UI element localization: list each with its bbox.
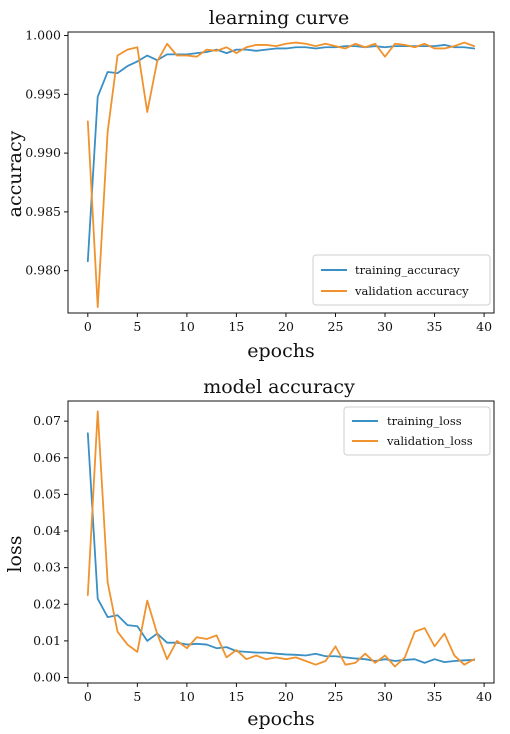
x-axis-label: epochs bbox=[247, 340, 314, 362]
x-tick-label: 10 bbox=[179, 319, 195, 334]
x-tick-label: 0 bbox=[84, 319, 92, 334]
series-lines bbox=[86, 41, 476, 309]
x-tick-label: 35 bbox=[427, 689, 443, 704]
series-line-training-loss bbox=[86, 432, 476, 664]
plot-frame bbox=[67, 31, 495, 314]
x-tick-label: 5 bbox=[133, 689, 141, 704]
legend: training_accuracy validation accuracy bbox=[312, 254, 491, 306]
y-tick-label: 0.990 bbox=[25, 145, 61, 160]
x-ticks: 0 5 10 15 20 25 30 35 40 bbox=[84, 683, 492, 704]
legend-label-training-loss: training_loss bbox=[387, 414, 462, 428]
x-tick-label: 30 bbox=[377, 689, 393, 704]
legend-box bbox=[312, 254, 491, 306]
y-tick-label: 0.05 bbox=[33, 486, 61, 501]
x-tick-label: 40 bbox=[476, 689, 492, 704]
x-tick-label: 25 bbox=[328, 689, 344, 704]
model-accuracy-chart: model accuracy epochs loss 0 5 10 15 20 25 30 3… bbox=[4, 376, 495, 730]
y-tick-label: 0.00 bbox=[33, 670, 61, 685]
y-tick-label: 0.06 bbox=[33, 450, 61, 465]
x-ticks: 0 5 10 15 20 25 30 35 40 bbox=[84, 313, 492, 334]
y-ticks: 0.00 0.01 0.02 0.03 0.04 0.05 0.06 0.07 bbox=[33, 413, 68, 685]
series-line-validation-loss bbox=[86, 410, 476, 668]
legend-label-training-accuracy: training_accuracy bbox=[355, 263, 460, 277]
y-tick-label: 0.02 bbox=[33, 596, 61, 611]
x-tick-label: 15 bbox=[228, 689, 244, 704]
y-axis-label: loss bbox=[4, 535, 26, 572]
x-tick-label: 35 bbox=[427, 319, 443, 334]
y-tick-label: 0.03 bbox=[33, 560, 61, 575]
learning-curve-chart: learning curve epochs accuracy 0 5 10 15 20 2… bbox=[4, 7, 495, 362]
y-tick-label: 0.01 bbox=[33, 633, 61, 648]
y-tick-label: 1.000 bbox=[25, 28, 61, 43]
series-lines bbox=[86, 410, 476, 668]
y-tick-label: 0.995 bbox=[25, 86, 61, 101]
x-tick-label: 30 bbox=[377, 319, 393, 334]
y-axis-label: accuracy bbox=[4, 130, 26, 217]
x-tick-label: 20 bbox=[278, 319, 294, 334]
x-tick-label: 5 bbox=[133, 319, 141, 334]
series-line-validation-accuracy bbox=[86, 41, 476, 309]
y-tick-label: 0.07 bbox=[33, 413, 61, 428]
y-tick-label: 0.980 bbox=[25, 263, 61, 278]
y-tick-label: 0.985 bbox=[25, 204, 61, 219]
series-line-training-accuracy bbox=[86, 44, 476, 263]
x-tick-label: 0 bbox=[84, 689, 92, 704]
x-tick-label: 40 bbox=[476, 319, 492, 334]
y-tick-label: 0.04 bbox=[33, 523, 61, 538]
chart-title: learning curve bbox=[209, 7, 349, 29]
y-ticks: 0.980 0.985 0.990 0.995 1.000 bbox=[25, 28, 68, 278]
plot-frame bbox=[67, 400, 495, 684]
x-axis-label: epochs bbox=[247, 708, 314, 730]
legend-label-validation-loss: validation_loss bbox=[386, 434, 473, 448]
x-tick-label: 20 bbox=[278, 689, 294, 704]
legend-box bbox=[343, 406, 491, 456]
legend-label-validation-accuracy: validation accuracy bbox=[354, 284, 469, 298]
x-tick-label: 15 bbox=[228, 319, 244, 334]
chart-title: model accuracy bbox=[203, 376, 355, 398]
legend: training_loss validation_loss bbox=[343, 406, 491, 456]
x-tick-label: 25 bbox=[328, 319, 344, 334]
x-tick-label: 10 bbox=[179, 689, 195, 704]
